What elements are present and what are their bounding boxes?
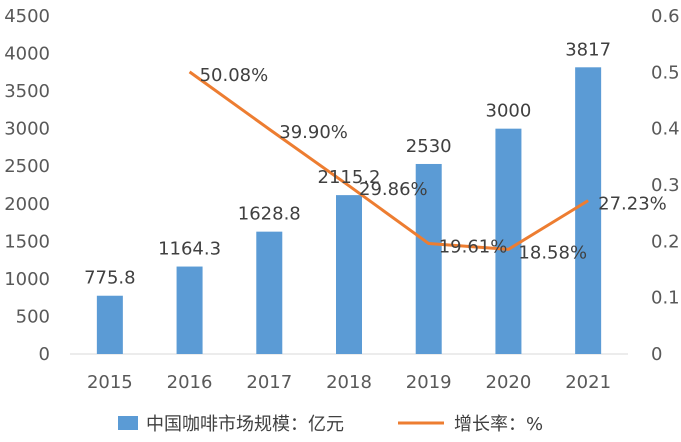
line-value-label: 29.86% bbox=[359, 179, 428, 200]
line-value-label: 18.58% bbox=[518, 242, 587, 263]
y-right-tick-label: 0.3 bbox=[651, 175, 680, 196]
y-left-tick-label: 4500 bbox=[4, 6, 50, 27]
line-value-label: 50.08% bbox=[200, 65, 269, 86]
bar-value-label: 3817 bbox=[565, 39, 611, 60]
bar bbox=[415, 163, 442, 354]
bar-series bbox=[96, 67, 602, 354]
line-value-label: 19.61% bbox=[439, 237, 508, 258]
x-tick-label: 2018 bbox=[326, 372, 372, 393]
bar-value-label: 2530 bbox=[406, 136, 452, 157]
x-tick-label: 2016 bbox=[167, 372, 213, 393]
y-left-tick-label: 2500 bbox=[4, 156, 50, 177]
line-value-label: 27.23% bbox=[598, 194, 667, 215]
bar-value-label: 2115.2 bbox=[318, 167, 381, 188]
y-left-tick-label: 1000 bbox=[4, 269, 50, 290]
bar bbox=[575, 67, 602, 354]
legend-swatch-bars bbox=[118, 416, 138, 430]
line-value-label: 39.90% bbox=[279, 122, 348, 143]
bar bbox=[336, 195, 362, 354]
y-left-tick-label: 3500 bbox=[4, 81, 50, 102]
y-left-tick-label: 0 bbox=[39, 344, 50, 365]
y-left-tick-label: 1500 bbox=[4, 231, 50, 252]
x-tick-label: 2017 bbox=[246, 372, 292, 393]
x-tick-label: 2021 bbox=[565, 372, 611, 393]
axes: 0 500 1000 1500 2000 2500 3000 3500 4000 4500 0 0.1… bbox=[4, 6, 679, 393]
x-tick-label: 2015 bbox=[87, 372, 133, 393]
y-right-tick-label: 0.2 bbox=[651, 231, 680, 252]
bar bbox=[256, 231, 283, 354]
y-right-tick-label: 0.4 bbox=[651, 119, 680, 140]
x-tick-label: 2019 bbox=[406, 372, 452, 393]
y-right-tick-label: 0 bbox=[651, 344, 662, 365]
bar-value-label: 3000 bbox=[486, 101, 532, 122]
bar bbox=[176, 266, 203, 354]
bar bbox=[495, 128, 522, 354]
y-right-tick-label: 0.6 bbox=[651, 6, 680, 27]
legend: 中国咖啡市场规模：亿元 增长率：% bbox=[118, 414, 543, 435]
legend-label-bars: 中国咖啡市场规模：亿元 bbox=[146, 414, 344, 435]
y-left-tick-label: 3000 bbox=[4, 119, 50, 140]
y-right-tick-label: 0.1 bbox=[651, 288, 680, 309]
line-series bbox=[188, 70, 589, 251]
y-left-tick-label: 2000 bbox=[4, 194, 50, 215]
x-tick-label: 2020 bbox=[486, 372, 532, 393]
y-right-tick-label: 0.5 bbox=[651, 62, 680, 83]
growth-line bbox=[188, 70, 589, 251]
y-left-tick-label: 4000 bbox=[4, 44, 50, 65]
bar-value-label: 1164.3 bbox=[158, 239, 221, 260]
legend-label-line: 增长率：% bbox=[454, 414, 543, 435]
bar-value-label: 775.8 bbox=[84, 268, 136, 289]
data-labels: 775.8 1164.3 1628.8 2115.2 2530 3000 3817 50.08… bbox=[84, 39, 667, 288]
y-left-tick-label: 500 bbox=[16, 306, 50, 327]
bar bbox=[96, 295, 123, 354]
bar-value-label: 1628.8 bbox=[238, 204, 301, 225]
